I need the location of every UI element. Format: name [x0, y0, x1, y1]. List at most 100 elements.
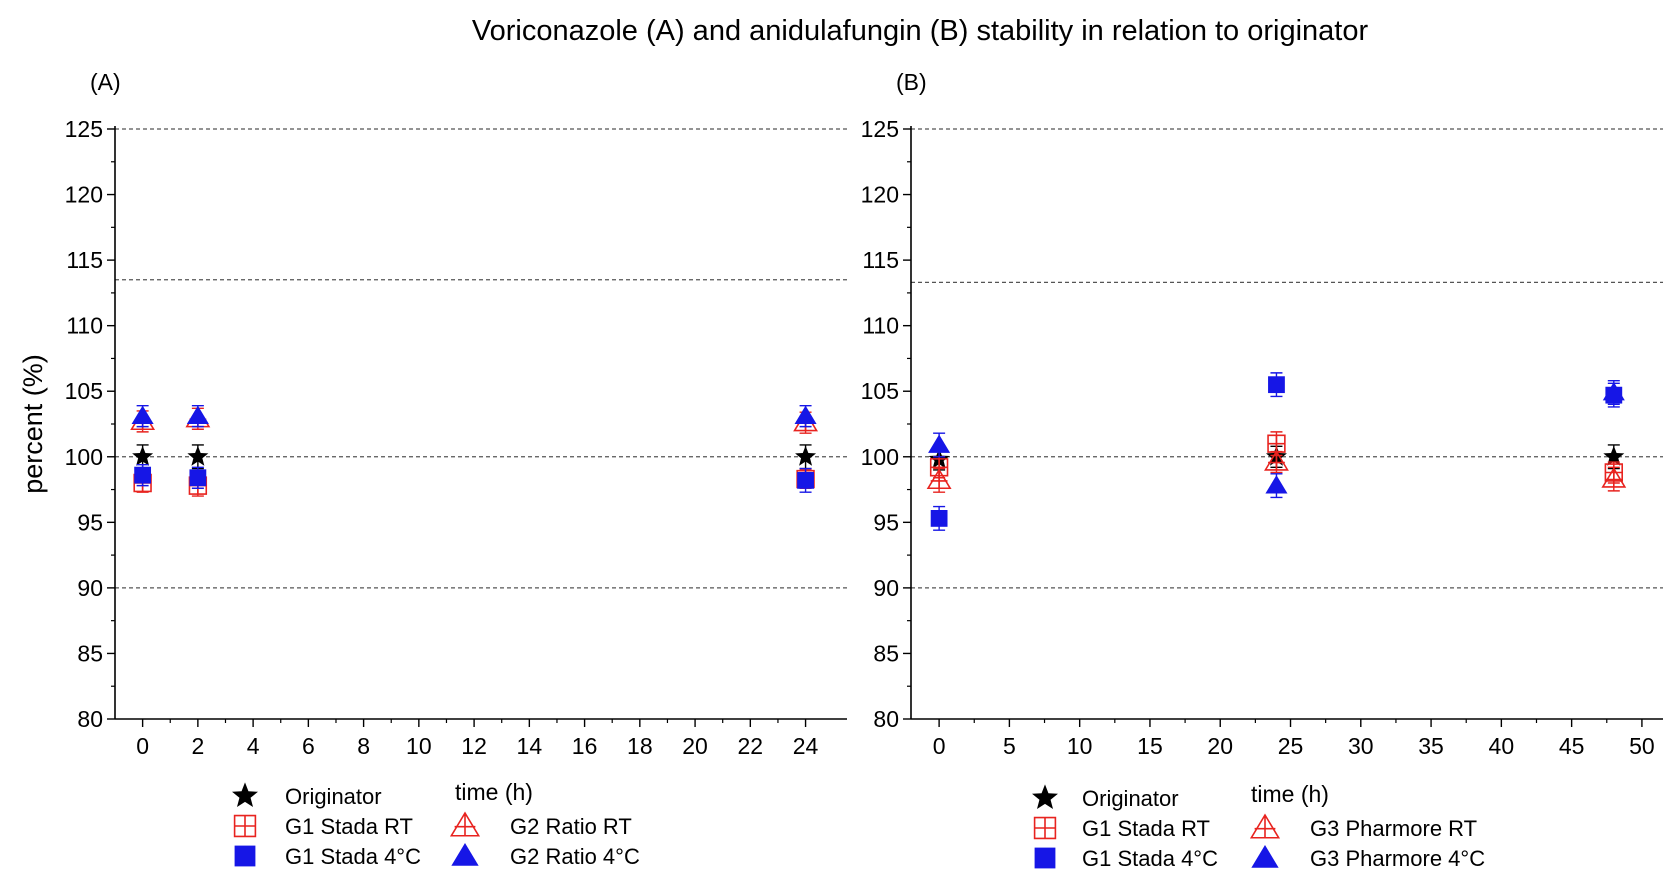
x-axis-label: time (h) [455, 779, 533, 805]
legend-marker [1249, 813, 1281, 839]
y-tick-label: 80 [873, 706, 899, 732]
x-tick-label: 18 [627, 733, 653, 759]
y-tick-label: 120 [861, 182, 899, 208]
data-point [926, 468, 952, 490]
legend-marker [234, 845, 256, 867]
x-tick-label: 20 [1207, 733, 1233, 759]
x-tick-label: 40 [1489, 733, 1515, 759]
legend-label: Originator [285, 784, 382, 809]
y-tick-label: 120 [65, 182, 103, 208]
x-tick-label: 6 [302, 733, 315, 759]
y-tick-label: 90 [77, 575, 103, 601]
legend-marker [232, 782, 258, 808]
x-tick-label: 10 [406, 733, 432, 759]
x-tick-label: 5 [1003, 733, 1016, 759]
legend-label: Originator [1082, 786, 1179, 811]
series-g1-stada-rt [133, 469, 815, 497]
data-point [930, 510, 948, 527]
legend-marker [451, 843, 479, 866]
data-point [186, 405, 209, 425]
y-tick-label: 115 [862, 247, 899, 273]
data-point [1603, 445, 1625, 466]
x-tick-label: 16 [572, 733, 598, 759]
data-point [1264, 449, 1289, 471]
y-tick-label: 100 [861, 444, 899, 470]
legend-marker [233, 814, 257, 838]
y-tick-label: 110 [66, 313, 103, 339]
x-tick-label: 30 [1348, 733, 1374, 759]
x-tick-label: 22 [738, 733, 764, 759]
data-point [1602, 382, 1625, 401]
data-point [1601, 467, 1627, 488]
x-tick-label: 8 [357, 733, 370, 759]
y-tick-label: 80 [77, 706, 103, 732]
legend: Originator G1 Stada RT G1 Stada 4°C G3 Phar… [1032, 784, 1485, 871]
y-tick-label: 110 [862, 313, 899, 339]
x-tick-label: 0 [136, 733, 149, 759]
y-tick-label: 85 [873, 640, 899, 666]
x-tick-label: 50 [1629, 733, 1655, 759]
x-tick-label: 20 [682, 733, 708, 759]
legend-label: G2 Ratio RT [510, 814, 632, 839]
legend-marker [1251, 845, 1279, 868]
legend-label: G1 Stada RT [1082, 816, 1210, 841]
legend-marker [1032, 784, 1058, 810]
y-tick-label: 105 [861, 378, 899, 404]
x-tick-label: 14 [517, 733, 543, 759]
data-point [132, 445, 154, 466]
data-point [131, 405, 154, 425]
y-tick-label: 100 [65, 444, 103, 470]
data-point [1267, 434, 1286, 453]
data-point [134, 466, 152, 484]
legend-label: G3 Pharmore 4°C [1310, 846, 1485, 871]
legend-label: G2 Ratio 4°C [510, 844, 640, 869]
legend-label: G1 Stada 4°C [1082, 846, 1218, 871]
x-tick-label: 45 [1559, 733, 1585, 759]
y-tick-label: 95 [77, 509, 103, 535]
series-g2-ratio-4-c [131, 404, 817, 428]
y-tick-label: 105 [65, 378, 103, 404]
y-tick-label: 125 [65, 116, 103, 142]
x-tick-label: 4 [247, 733, 260, 759]
y-tick-label: 90 [873, 575, 899, 601]
y-tick-label: 85 [77, 640, 103, 666]
x-tick-label: 10 [1067, 733, 1093, 759]
legend-label: G1 Stada RT [285, 814, 413, 839]
x-tick-label: 25 [1278, 733, 1304, 759]
x-tick-label: 2 [191, 733, 204, 759]
x-tick-label: 12 [461, 733, 487, 759]
data-point [797, 471, 814, 489]
data-point [794, 405, 817, 425]
x-tick-label: 15 [1137, 733, 1163, 759]
series-g3-pharmore-4-c [928, 380, 1625, 499]
data-point [1265, 475, 1288, 494]
legend-label: G1 Stada 4°C [285, 844, 421, 869]
series-g3-pharmore-rt [926, 449, 1627, 493]
legend-label: G3 Pharmore RT [1310, 816, 1477, 841]
series-g2-ratio-rt [130, 406, 819, 434]
x-tick-label: 24 [793, 733, 819, 759]
series-g1-stada-4-c [134, 463, 814, 493]
y-axis-label: percent (%) [18, 354, 48, 494]
y-tick-label: 115 [66, 247, 103, 273]
legend-marker [1034, 847, 1056, 869]
data-point [189, 469, 207, 487]
panel-label: (B) [896, 69, 927, 95]
data-point [187, 445, 209, 466]
y-tick-label: 95 [873, 509, 899, 535]
data-point [1268, 376, 1285, 394]
x-tick-label: 35 [1418, 733, 1444, 759]
legend-marker [1033, 816, 1057, 840]
figure-title: Voriconazole (A) and anidulafungin (B) s… [472, 15, 1369, 47]
panel-b: 80 85 90 95 100 105 110 115 120 125 0 5 10 15 20 25 30 35… [861, 69, 1663, 871]
data-point [928, 434, 951, 453]
x-axis-label: time (h) [1251, 781, 1329, 807]
legend: Originator G1 Stada RT G1 Stada 4°C G2 Rati… [232, 782, 640, 869]
panel-label: (A) [90, 69, 121, 95]
x-tick-label: 0 [933, 733, 946, 759]
y-tick-label: 125 [861, 116, 899, 142]
legend-marker [449, 811, 481, 837]
data-point [795, 445, 817, 466]
